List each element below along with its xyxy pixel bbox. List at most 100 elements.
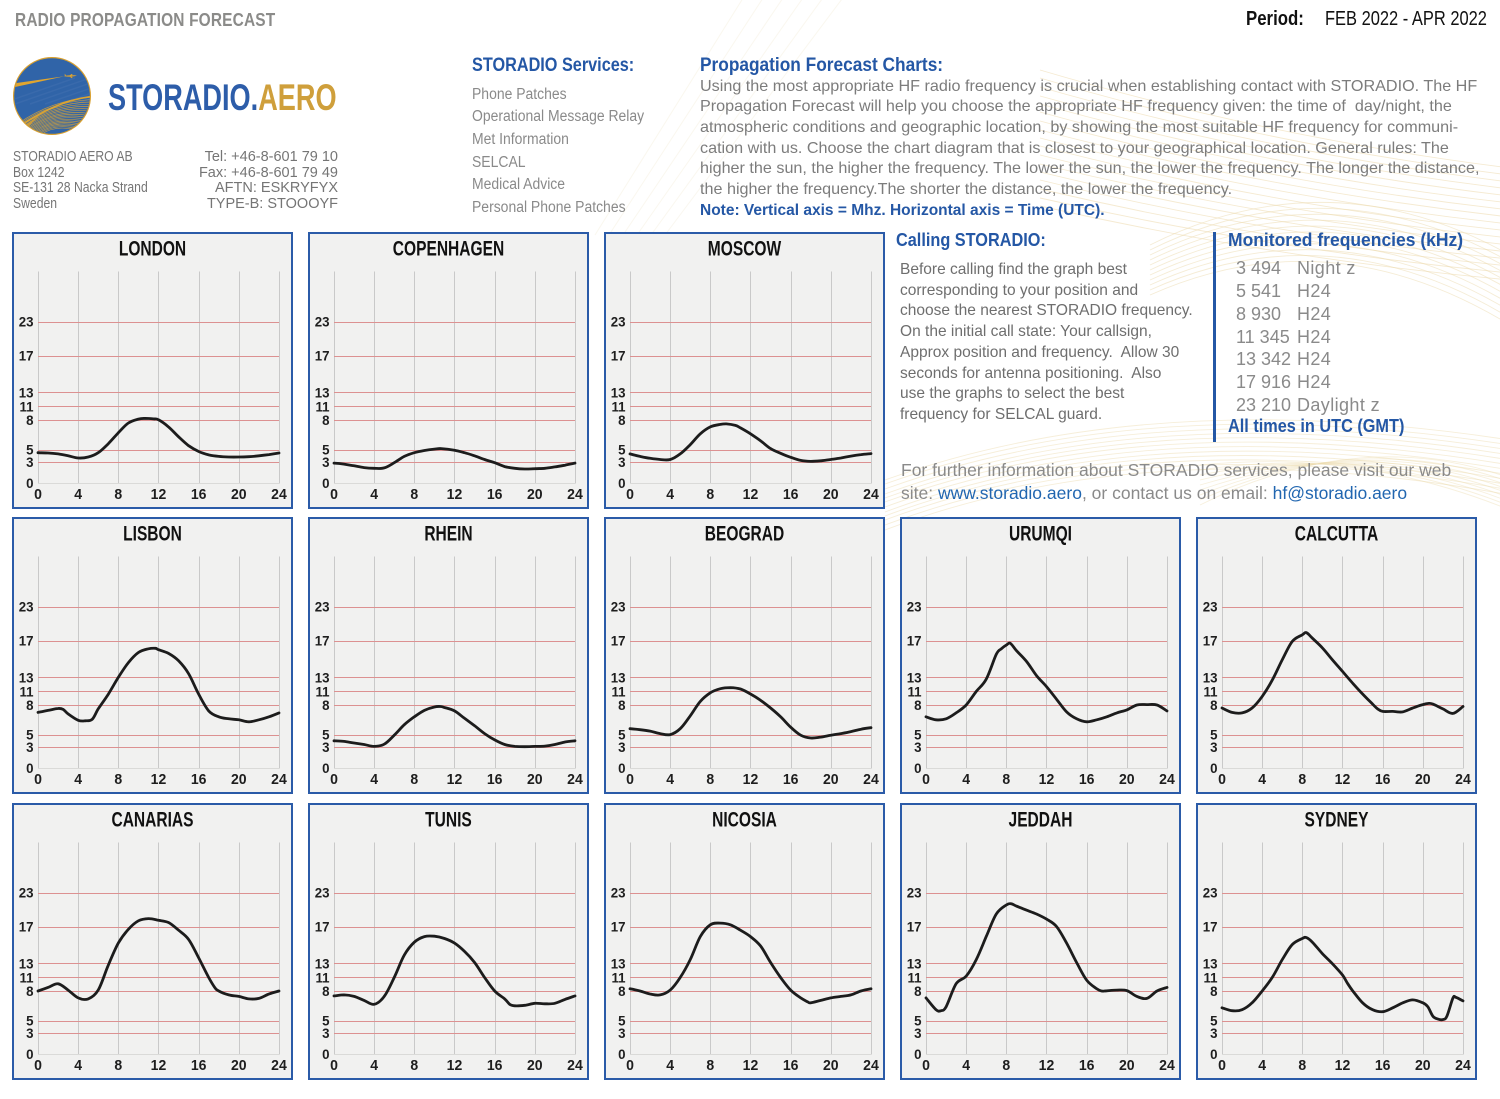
svg-text:5: 5 — [26, 727, 34, 742]
svg-text:17: 17 — [1203, 633, 1218, 648]
svg-text:12: 12 — [1335, 1058, 1351, 1074]
svg-text:0: 0 — [626, 1058, 634, 1074]
svg-text:8: 8 — [1298, 1058, 1306, 1074]
svg-text:0: 0 — [26, 476, 34, 491]
svg-text:13: 13 — [611, 385, 626, 400]
svg-text:11: 11 — [19, 399, 33, 414]
svg-text:5: 5 — [322, 1013, 330, 1028]
svg-text:8: 8 — [26, 413, 34, 428]
svg-text:URUMQI: URUMQI — [1009, 521, 1072, 545]
svg-text:RHEIN: RHEIN — [424, 521, 472, 545]
svg-text:24: 24 — [863, 1058, 879, 1074]
svg-text:23: 23 — [1203, 885, 1218, 900]
svg-text:0: 0 — [626, 772, 634, 788]
svg-text:3: 3 — [322, 455, 330, 470]
svg-text:16: 16 — [1375, 1058, 1391, 1074]
svg-text:16: 16 — [487, 772, 503, 788]
svg-text:23: 23 — [611, 599, 626, 614]
svg-text:0: 0 — [618, 1047, 626, 1062]
svg-text:8: 8 — [1210, 698, 1218, 713]
svg-text:12: 12 — [447, 772, 463, 788]
svg-text:20: 20 — [231, 772, 247, 788]
svg-text:24: 24 — [271, 772, 287, 788]
svg-text:20: 20 — [527, 487, 543, 503]
svg-text:20: 20 — [231, 487, 247, 503]
svg-text:20: 20 — [823, 487, 839, 503]
svg-text:4: 4 — [74, 772, 82, 788]
svg-text:12: 12 — [743, 1058, 759, 1074]
svg-text:0: 0 — [26, 761, 34, 776]
svg-text:12: 12 — [1039, 772, 1055, 788]
svg-text:11: 11 — [907, 970, 921, 985]
svg-text:12: 12 — [151, 772, 167, 788]
svg-text:20: 20 — [1415, 772, 1431, 788]
svg-text:11: 11 — [907, 684, 921, 699]
svg-text:20: 20 — [527, 772, 543, 788]
svg-text:24: 24 — [271, 487, 287, 503]
svg-text:13: 13 — [315, 385, 330, 400]
svg-text:8: 8 — [914, 698, 922, 713]
svg-text:8: 8 — [1298, 772, 1306, 788]
svg-text:0: 0 — [322, 761, 330, 776]
svg-text:11: 11 — [315, 684, 329, 699]
svg-text:0: 0 — [330, 487, 338, 503]
svg-text:20: 20 — [1415, 1058, 1431, 1074]
svg-text:5: 5 — [914, 1013, 922, 1028]
svg-text:3: 3 — [26, 455, 34, 470]
svg-text:23: 23 — [315, 314, 330, 329]
svg-text:MOSCOW: MOSCOW — [708, 236, 782, 260]
svg-text:11: 11 — [315, 970, 329, 985]
svg-text:3: 3 — [914, 740, 922, 755]
svg-text:5: 5 — [618, 727, 626, 742]
svg-text:0: 0 — [618, 761, 626, 776]
svg-text:8: 8 — [618, 413, 626, 428]
svg-text:5: 5 — [1210, 727, 1218, 742]
svg-text:16: 16 — [783, 487, 799, 503]
svg-text:20: 20 — [823, 772, 839, 788]
svg-text:12: 12 — [151, 487, 167, 503]
svg-text:23: 23 — [611, 314, 626, 329]
svg-text:23: 23 — [907, 599, 922, 614]
svg-text:13: 13 — [19, 385, 34, 400]
svg-text:13: 13 — [611, 670, 626, 685]
svg-text:11: 11 — [315, 399, 329, 414]
svg-text:0: 0 — [26, 1047, 34, 1062]
svg-text:4: 4 — [74, 487, 82, 503]
svg-text:8: 8 — [1002, 772, 1010, 788]
svg-text:4: 4 — [962, 1058, 970, 1074]
svg-text:0: 0 — [1210, 1047, 1218, 1062]
svg-text:4: 4 — [666, 487, 674, 503]
svg-text:17: 17 — [19, 348, 34, 363]
svg-text:3: 3 — [618, 1026, 626, 1041]
svg-text:3: 3 — [914, 1026, 922, 1041]
svg-text:8: 8 — [114, 1058, 122, 1074]
svg-text:3: 3 — [322, 1026, 330, 1041]
svg-text:3: 3 — [26, 1026, 34, 1041]
svg-text:23: 23 — [315, 599, 330, 614]
svg-text:11: 11 — [19, 684, 33, 699]
svg-text:23: 23 — [315, 885, 330, 900]
svg-text:16: 16 — [1079, 772, 1095, 788]
svg-text:4: 4 — [962, 772, 970, 788]
svg-text:16: 16 — [191, 1058, 207, 1074]
svg-text:12: 12 — [151, 1058, 167, 1074]
svg-text:24: 24 — [1455, 1058, 1471, 1074]
svg-text:11: 11 — [611, 399, 625, 414]
svg-text:24: 24 — [567, 772, 583, 788]
svg-text:8: 8 — [26, 698, 34, 713]
svg-text:16: 16 — [783, 1058, 799, 1074]
svg-text:13: 13 — [1203, 670, 1218, 685]
svg-text:5: 5 — [26, 1013, 34, 1028]
svg-text:8: 8 — [706, 487, 714, 503]
svg-text:16: 16 — [191, 772, 207, 788]
svg-text:3: 3 — [618, 740, 626, 755]
svg-text:0: 0 — [330, 772, 338, 788]
svg-text:20: 20 — [527, 1058, 543, 1074]
svg-text:5: 5 — [322, 727, 330, 742]
svg-text:16: 16 — [1079, 1058, 1095, 1074]
svg-text:20: 20 — [1119, 772, 1135, 788]
svg-text:17: 17 — [1203, 919, 1218, 934]
svg-text:3: 3 — [1210, 740, 1218, 755]
svg-text:17: 17 — [315, 348, 330, 363]
svg-text:12: 12 — [447, 487, 463, 503]
